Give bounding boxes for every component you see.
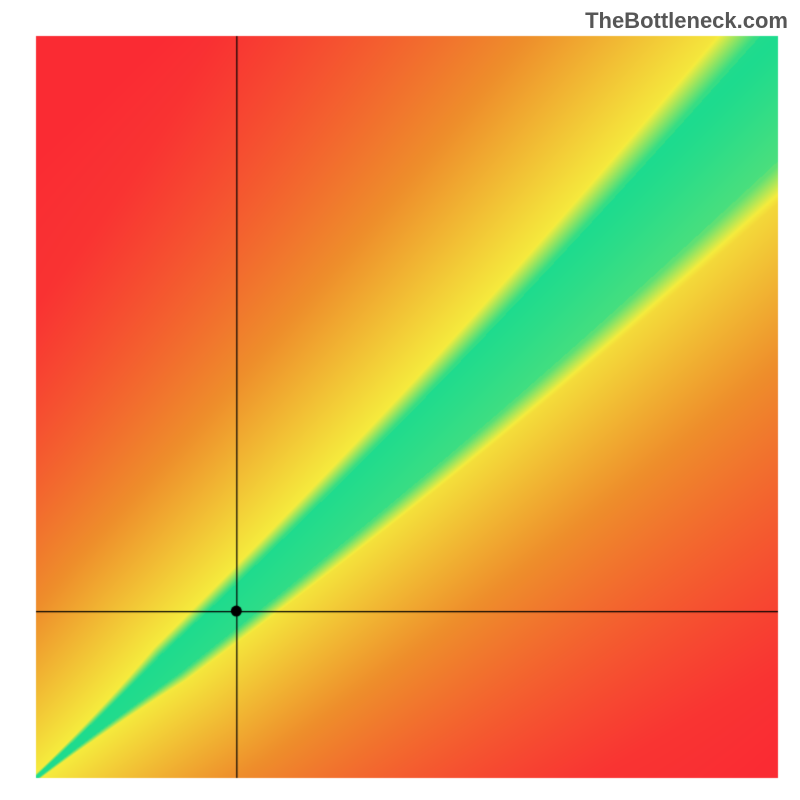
watermark-text: TheBottleneck.com <box>585 8 788 34</box>
chart-container: TheBottleneck.com <box>0 0 800 800</box>
heatmap-canvas <box>0 0 800 800</box>
